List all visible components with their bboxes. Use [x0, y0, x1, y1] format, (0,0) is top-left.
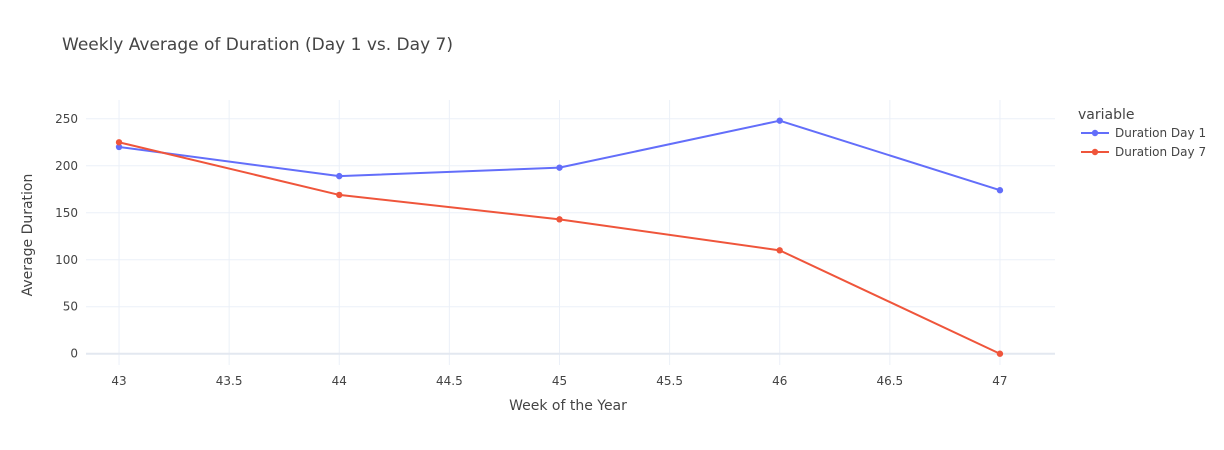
y-axis-title: Average Duration: [20, 174, 36, 297]
series-1: [115, 117, 1004, 194]
x-tick-label: 45: [552, 374, 567, 388]
data-point[interactable]: [776, 117, 783, 124]
legend-item[interactable]: Duration Day 1: [1081, 126, 1206, 140]
x-tick-label: 44.5: [436, 374, 463, 388]
y-tick-label: 250: [55, 112, 78, 126]
x-tick-label: 43.5: [216, 374, 243, 388]
data-point[interactable]: [115, 143, 123, 151]
data-point[interactable]: [996, 187, 1004, 194]
data-point[interactable]: [336, 191, 343, 199]
x-tick-label: 43: [111, 374, 126, 388]
y-tick-label: 200: [55, 159, 78, 173]
y-tick-label: 150: [55, 206, 78, 220]
data-point[interactable]: [996, 350, 1004, 357]
x-axis-title: Week of the Year: [509, 398, 627, 414]
y-tick-label: 100: [55, 253, 78, 267]
data-point[interactable]: [776, 247, 783, 254]
legend[interactable]: variable Duration Day 1 Duration Day 7: [1078, 107, 1206, 159]
legend-item[interactable]: Duration Day 7: [1081, 145, 1206, 159]
legend-label: Duration Day 1: [1115, 126, 1206, 140]
data-point[interactable]: [556, 164, 563, 171]
chart-title: Weekly Average of Duration (Day 1 vs. Da…: [62, 35, 453, 55]
x-tick-label: 44: [332, 374, 347, 388]
tick-labels: 43 43.5 44 44.5 45 45.5 46 46.5 47 0 50 100 150 200 25…: [55, 112, 1007, 388]
grid: [86, 100, 1055, 365]
series-lines: [115, 117, 1004, 357]
legend-label: Duration Day 7: [1115, 145, 1206, 159]
x-tick-label: 46: [772, 374, 787, 388]
legend-marker-icon: [1091, 129, 1099, 137]
data-point[interactable]: [556, 216, 563, 223]
x-tick-label: 45.5: [656, 374, 683, 388]
y-tick-label: 50: [63, 300, 78, 314]
legend-title: variable: [1078, 107, 1134, 123]
data-point[interactable]: [115, 139, 123, 146]
y-tick-label: 0: [70, 347, 78, 361]
data-point[interactable]: [336, 172, 343, 180]
x-tick-label: 47: [992, 374, 1007, 388]
series-2: [115, 139, 1004, 357]
legend-marker-icon: [1091, 148, 1099, 156]
x-tick-label: 46.5: [876, 374, 903, 388]
